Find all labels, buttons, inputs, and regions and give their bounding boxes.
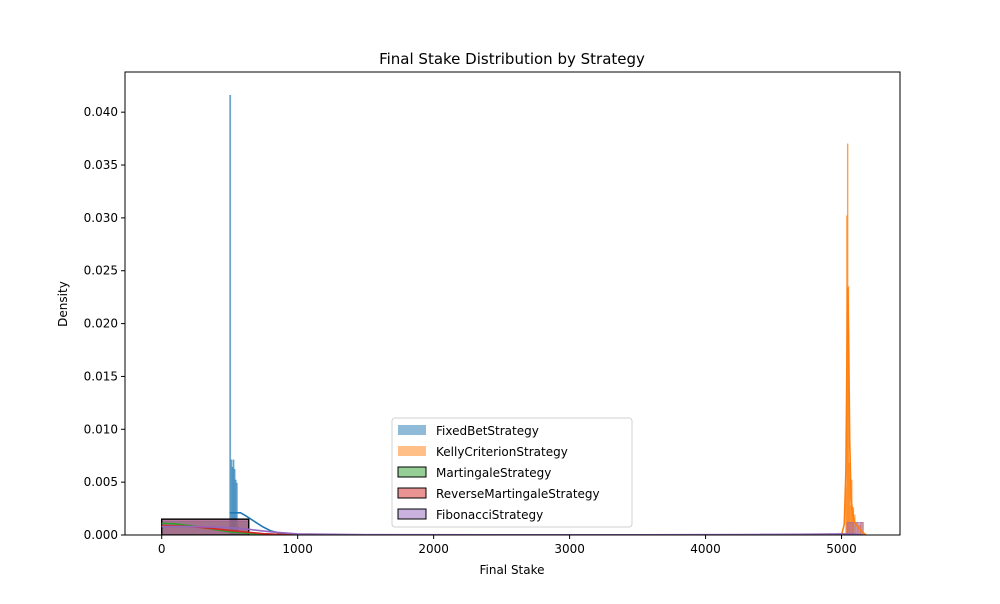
- y-axis-label: Density: [56, 281, 70, 327]
- x-tick-label: 0: [158, 542, 166, 556]
- x-axis-label: Final Stake: [479, 563, 544, 577]
- data-marks: [161, 94, 867, 535]
- fixed-bet-strategy-bars: [229, 94, 240, 535]
- plot-area: 0 1000 2000 3000 4000 5000 0.000 0.005 0.010 0.01…: [84, 71, 901, 556]
- y-tick-label: 0.025: [84, 264, 118, 278]
- x-tick-label: 2000: [418, 542, 449, 556]
- y-tick-label: 0.005: [84, 475, 118, 489]
- x-tick-label: 5000: [826, 542, 857, 556]
- axes-frame: [124, 71, 901, 536]
- kelly-criterion-strategy-legend-label: KellyCriterionStrategy: [436, 445, 568, 459]
- kelly-criterion-strategy-legend-swatch: [398, 446, 426, 456]
- fixed-bet-strategy-legend-swatch: [398, 425, 426, 435]
- y-tick-label: 0.035: [84, 158, 118, 172]
- x-axis-ticks: 0 1000 2000 3000 4000 5000: [158, 535, 857, 556]
- y-tick-label: 0.015: [84, 369, 118, 383]
- reverse-martingale-strategy-legend-label: ReverseMartingaleStrategy: [436, 487, 600, 501]
- x-tick-label: 3000: [554, 542, 585, 556]
- y-tick-label: 0.010: [84, 422, 118, 436]
- y-tick-label: 0.020: [84, 317, 118, 331]
- fixed-bet-strategy-bar: [229, 94, 232, 535]
- fibonacci-strategy-legend-label: FibonacciStrategy: [436, 508, 543, 522]
- legend: FixedBetStrategy KellyCriterionStrategy Ma…: [391, 417, 633, 528]
- x-tick-label: 4000: [690, 542, 721, 556]
- y-axis-ticks: 0.000 0.005 0.010 0.015 0.020 0.025 0.030 0.035…: [84, 105, 125, 542]
- fixed-bet-strategy-legend-label: FixedBetStrategy: [436, 424, 539, 438]
- legend-box: [391, 417, 633, 528]
- x-tick-label: 1000: [282, 542, 313, 556]
- martingale-strategy-legend-swatch: [397, 466, 427, 478]
- reverse-martingale-strategy-legend-swatch: [397, 487, 427, 499]
- kelly-criterion-strategy-kde-line: [840, 287, 867, 535]
- y-tick-label: 0.000: [84, 528, 118, 542]
- fibonacci-strategy-legend-swatch: [397, 508, 427, 520]
- y-tick-label: 0.030: [84, 211, 118, 225]
- martingale-strategy-legend-label: MartingaleStrategy: [436, 466, 551, 480]
- y-tick-label: 0.040: [84, 105, 118, 119]
- chart-title: Final Stake Distribution by Strategy: [379, 50, 645, 68]
